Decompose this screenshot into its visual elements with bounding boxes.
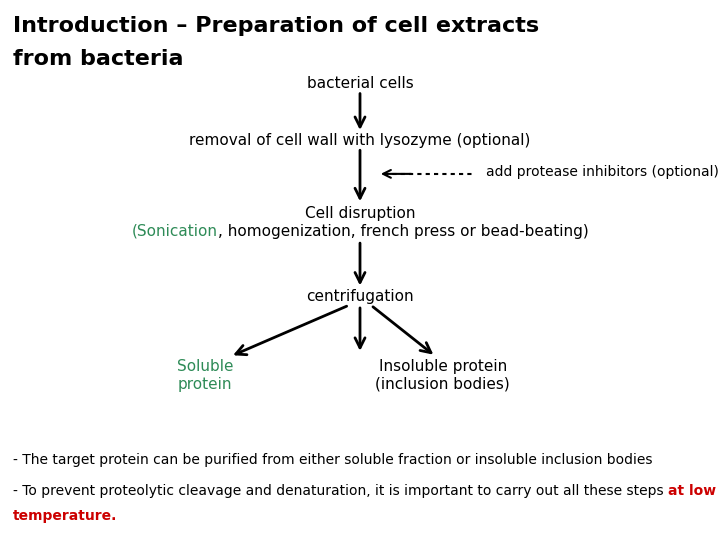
Text: from bacteria: from bacteria	[13, 49, 184, 69]
Text: removal of cell wall with lysozyme (optional): removal of cell wall with lysozyme (opti…	[189, 133, 531, 148]
Text: (Sonication, homogenization, french press or bead-beating): (Sonication, homogenization, french pres…	[132, 224, 588, 239]
Text: bacterial cells: bacterial cells	[307, 76, 413, 91]
Text: at low: at low	[668, 484, 716, 498]
Text: centrifugation: centrifugation	[306, 289, 414, 305]
Text: Cell disruption: Cell disruption	[305, 206, 415, 221]
Text: temperature.: temperature.	[13, 509, 117, 523]
Text: add protease inhibitors (optional): add protease inhibitors (optional)	[486, 165, 719, 179]
Text: - To prevent proteolytic cleavage and denaturation, it is important to carry out: - To prevent proteolytic cleavage and de…	[13, 484, 668, 498]
Text: , homogenization, french press or bead-beating): , homogenization, french press or bead-b…	[218, 224, 589, 239]
Text: Soluble
protein: Soluble protein	[177, 359, 233, 392]
Text: Introduction – Preparation of cell extracts: Introduction – Preparation of cell extra…	[13, 16, 539, 36]
Text: - The target protein can be purified from either soluble fraction or insoluble i: - The target protein can be purified fro…	[13, 453, 652, 467]
Text: - To prevent proteolytic cleavage and denaturation, it is important to carry out: - To prevent proteolytic cleavage and de…	[13, 484, 668, 498]
Text: Insoluble protein
(inclusion bodies): Insoluble protein (inclusion bodies)	[375, 359, 510, 392]
Text: (Sonication: (Sonication	[132, 224, 218, 239]
